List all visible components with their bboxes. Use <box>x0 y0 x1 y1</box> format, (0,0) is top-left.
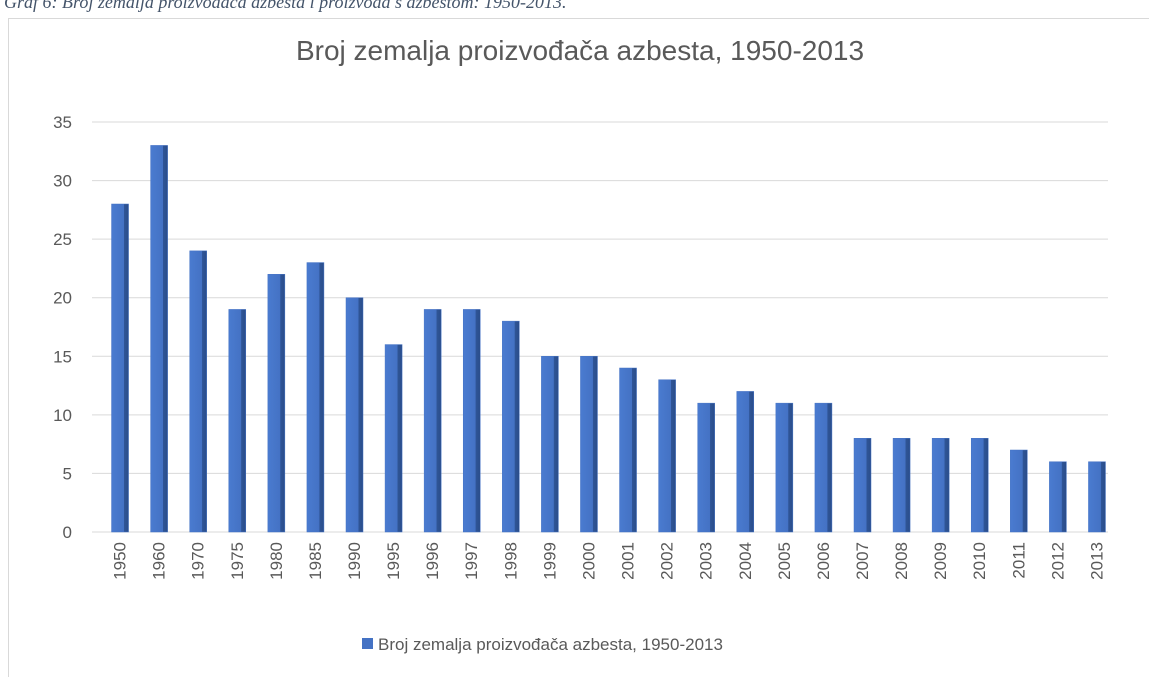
bar <box>736 391 755 533</box>
x-tick-label: 2007 <box>853 542 872 580</box>
legend-swatch <box>362 638 373 649</box>
bar <box>619 367 637 533</box>
y-tick-label: 15 <box>53 347 72 366</box>
y-tick-label: 20 <box>53 289 72 308</box>
x-tick-label: 1998 <box>501 542 520 580</box>
x-tick-label: 2002 <box>658 542 677 580</box>
x-tick-label: 2010 <box>970 542 989 580</box>
x-tick-label: 1997 <box>462 542 481 580</box>
x-tick-label: 1999 <box>540 542 559 580</box>
bar <box>931 438 950 533</box>
x-tick-label: 2012 <box>1048 542 1067 580</box>
bar <box>384 344 403 533</box>
y-tick-label: 25 <box>53 230 72 249</box>
x-tick-label: 2006 <box>814 542 833 580</box>
x-tick-label: 2013 <box>1087 542 1106 580</box>
x-tick-label: 1995 <box>384 542 403 580</box>
bar <box>853 438 872 533</box>
bar <box>892 438 911 533</box>
bar <box>267 274 286 533</box>
x-tick-label: 2003 <box>697 542 716 580</box>
y-tick-label: 10 <box>53 406 72 425</box>
bar <box>462 309 481 533</box>
bar <box>970 438 989 533</box>
bar <box>189 250 207 533</box>
bar <box>697 402 715 533</box>
bar <box>1049 461 1067 533</box>
bar <box>150 145 168 533</box>
x-tick-label: 1985 <box>306 542 325 580</box>
chart-title: Broj zemalja proizvođača azbesta, 1950-2… <box>296 35 864 66</box>
y-tick-label: 30 <box>53 172 72 191</box>
x-tick-label: 1975 <box>228 542 247 580</box>
bar <box>306 262 325 533</box>
chart-border <box>8 18 1149 677</box>
x-tick-label: 1980 <box>267 542 286 580</box>
bar <box>580 356 598 533</box>
bar <box>775 402 794 533</box>
x-tick-label: 2011 <box>1009 542 1028 579</box>
bar <box>814 402 833 533</box>
legend-label: Broj zemalja proizvođača azbesta, 1950-2… <box>378 635 723 654</box>
y-tick-label: 5 <box>63 464 72 483</box>
x-tick-label: 2005 <box>775 542 794 580</box>
x-tick-label: 1950 <box>111 542 130 580</box>
x-tick-label: 2004 <box>736 542 755 580</box>
y-tick-label: 0 <box>63 523 72 542</box>
x-tick-label: 2000 <box>579 542 598 580</box>
bar <box>228 309 247 533</box>
x-tick-label: 2008 <box>892 542 911 580</box>
bar <box>541 356 559 533</box>
y-tick-label: 35 <box>53 113 72 132</box>
bar <box>658 379 676 533</box>
bar <box>423 309 442 533</box>
bar <box>345 297 364 533</box>
x-tick-label: 1960 <box>150 542 169 580</box>
bar <box>1088 461 1106 533</box>
x-tick-label: 2001 <box>619 542 638 580</box>
caption: Graf 6: Broj zemalja proizvođača azbesta… <box>4 0 566 12</box>
x-tick-label: 1996 <box>423 542 442 580</box>
x-tick-label: 1990 <box>345 542 364 580</box>
bar <box>111 203 129 533</box>
x-tick-label: 1970 <box>189 542 208 580</box>
x-tick-label: 2009 <box>931 542 950 580</box>
bar <box>1010 449 1028 533</box>
bar <box>502 320 520 533</box>
